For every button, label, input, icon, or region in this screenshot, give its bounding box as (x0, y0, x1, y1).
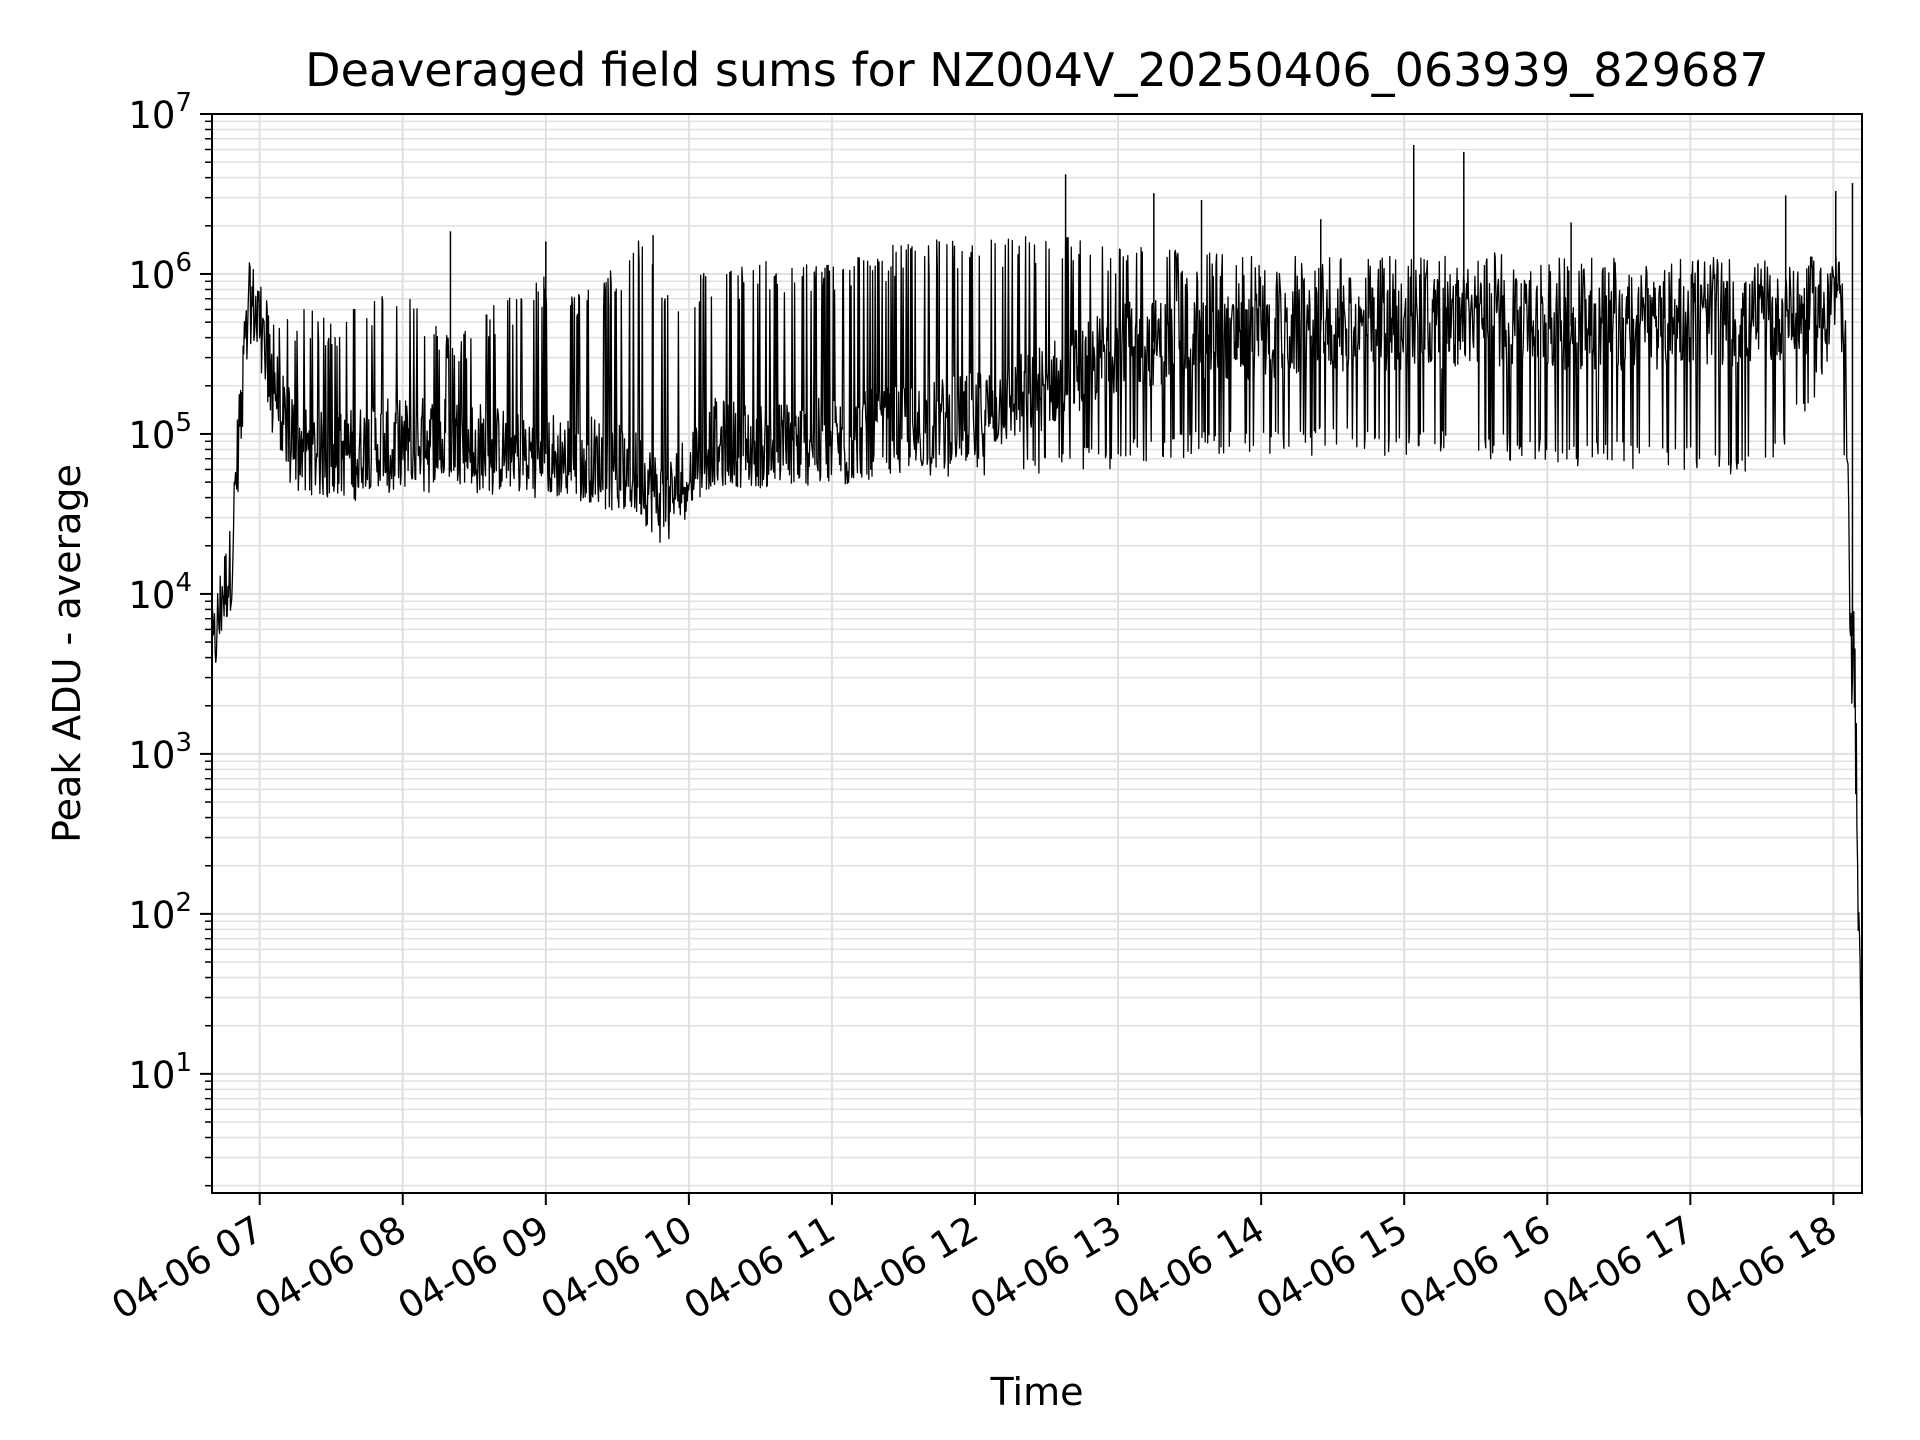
axes-frame (211, 113, 1863, 1194)
y-tick-label: 102 (128, 888, 192, 937)
y-axis-label: Peak ADU - average (45, 464, 89, 843)
x-tick-label: 04-06 13 (963, 1208, 1129, 1328)
y-tick-label: 106 (128, 248, 192, 297)
x-tick-label: 04-06 11 (677, 1208, 843, 1328)
x-tick-label: 04-06 17 (1535, 1208, 1701, 1328)
x-tick-label: 04-06 14 (1106, 1208, 1272, 1328)
x-tick-label: 04-06 07 (105, 1208, 271, 1328)
chart-title: Deaveraged field sums for NZ004V_2025040… (305, 43, 1769, 97)
x-tick-label: 04-06 15 (1249, 1208, 1415, 1328)
series-line (211, 236, 1863, 1124)
y-tick-label: 103 (128, 728, 192, 777)
x-tick-label: 04-06 09 (391, 1208, 557, 1328)
y-tick-label: 101 (128, 1048, 192, 1097)
x-tick-label: 04-06 10 (534, 1208, 700, 1328)
plot-area (211, 145, 1863, 1124)
x-axis-label: Time (990, 1370, 1084, 1414)
y-axis-ticks: 101 102 103 104 105 106 107 (128, 88, 212, 1187)
x-tick-label: 04-06 16 (1392, 1208, 1558, 1328)
x-tick-label: 04-06 08 (248, 1208, 414, 1328)
x-tick-label: 04-06 18 (1678, 1208, 1844, 1328)
y-tick-label: 104 (128, 568, 192, 617)
x-tick-label: 04-06 12 (820, 1208, 986, 1328)
y-tick-label: 105 (128, 408, 192, 457)
y-tick-label: 107 (128, 88, 192, 137)
